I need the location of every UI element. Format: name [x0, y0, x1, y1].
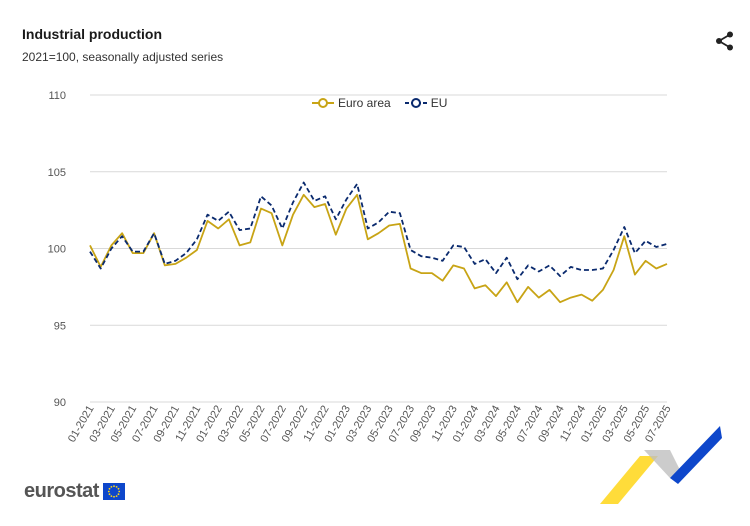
share-icon[interactable]: [714, 30, 736, 52]
eurostat-logo: eurostat: [24, 480, 125, 503]
y-tick-label: 90: [54, 397, 66, 409]
chart-subtitle: 2021=100, seasonally adjusted series: [22, 50, 224, 64]
y-tick-label: 95: [54, 320, 66, 332]
legend-marker-eu: [404, 98, 427, 108]
line-chart: 90 95 100 105 110 01-202103-202105-202107-20…: [48, 90, 674, 444]
y-tick-label: 110: [48, 90, 66, 102]
y-tick-label: 100: [48, 244, 66, 256]
legend-label-euro-area: Euro area: [338, 96, 391, 110]
y-axis-ticks: 90 95 100 105 110: [48, 90, 66, 409]
legend-item-eu[interactable]: EU: [404, 96, 448, 110]
x-axis-ticks: 01-202103-202105-202107-202109-202111-20…: [66, 403, 674, 444]
legend-label-eu: EU: [430, 96, 448, 110]
series-eu-line[interactable]: [89, 181, 668, 281]
legend: Euro area EU: [312, 96, 447, 110]
y-tick-label: 105: [48, 167, 66, 179]
legend-item-euro-area[interactable]: Euro area: [312, 96, 391, 110]
decorative-stripes: [600, 426, 722, 504]
series-euro-area-line[interactable]: [89, 193, 668, 304]
eu-flag-icon: [102, 483, 125, 500]
legend-marker-euro-area: [312, 98, 334, 108]
series-lines: [89, 181, 668, 304]
chart-title: Industrial production: [22, 26, 162, 42]
brand-name: eurostat: [24, 480, 99, 502]
gridlines: [90, 94, 667, 403]
